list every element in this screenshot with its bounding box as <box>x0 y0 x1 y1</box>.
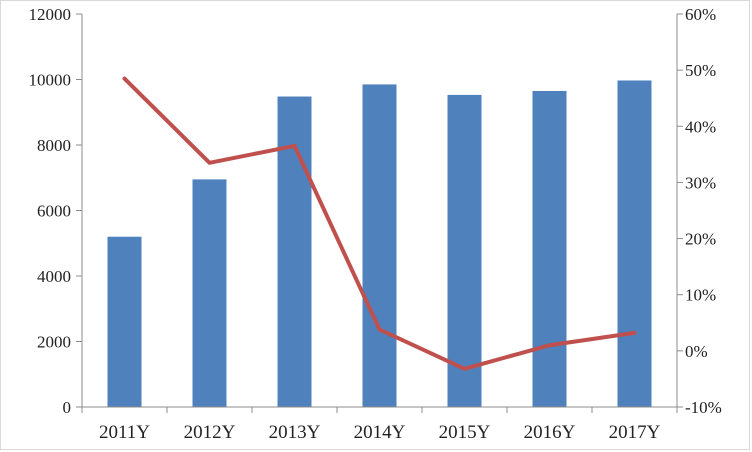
x-tick-label: 2011Y <box>99 422 150 443</box>
line-series <box>122 76 637 371</box>
bar-2016Y <box>532 90 567 408</box>
right-tick-label: 50% <box>685 61 716 80</box>
left-tick-label: 6000 <box>37 202 71 221</box>
right-tick-label: 0% <box>685 342 708 361</box>
right-tick-label: 30% <box>685 173 716 192</box>
x-axis-ticks: 2011Y 2012Y 2013Y 2014Y 2015Y 2016Y 2017Y <box>81 407 678 443</box>
bar-series <box>107 80 652 408</box>
left-tick-label: 12000 <box>29 5 72 24</box>
x-tick-label: 2012Y <box>184 422 236 443</box>
bar-2012Y <box>192 179 227 407</box>
right-tick-label: 10% <box>685 286 716 305</box>
x-tick-label: 2013Y <box>269 422 321 443</box>
left-tick-label: 4000 <box>37 267 71 286</box>
x-tick-label: 2017Y <box>609 422 661 443</box>
right-tick-label: 60% <box>685 5 716 24</box>
bar-2013Y <box>277 96 312 407</box>
bar-2014Y <box>362 84 397 407</box>
left-tick-label: 0 <box>63 398 72 417</box>
left-tick-label: 2000 <box>37 333 71 352</box>
right-tick-label: 40% <box>685 117 716 136</box>
x-tick-label: 2015Y <box>439 422 491 443</box>
x-tick-label: 2016Y <box>524 422 576 443</box>
left-tick-label: 10000 <box>29 71 72 90</box>
right-tick-label: 20% <box>685 230 716 249</box>
left-tick-label: 8000 <box>37 136 71 155</box>
bar-2015Y <box>447 94 482 407</box>
right-tick-label: -10% <box>685 398 722 417</box>
x-tick-label: 2014Y <box>354 422 406 443</box>
left-axis-ticks: 0 2000 4000 6000 8000 10000 12000 <box>29 5 82 417</box>
right-axis-ticks: -10% 0% 10% 20% 30% 40% 50% 60% <box>677 5 722 417</box>
bar-2011Y <box>107 236 142 407</box>
bar-2017Y <box>617 80 652 408</box>
